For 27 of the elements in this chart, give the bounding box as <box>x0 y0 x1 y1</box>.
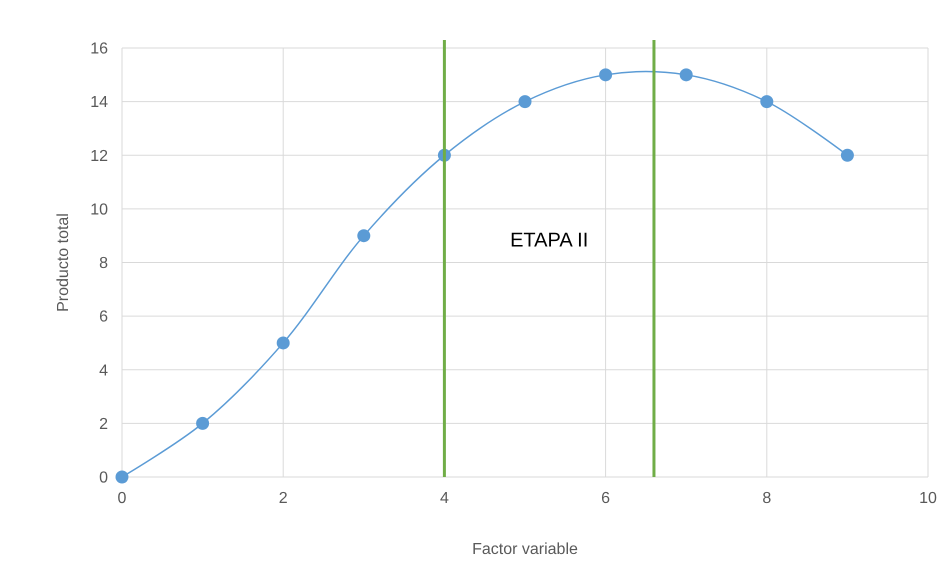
x-tick-label: 8 <box>762 490 772 507</box>
y-axis-title: Producto total <box>55 213 72 312</box>
y-tick-label: 0 <box>99 470 108 487</box>
annotation: ETAPA II <box>510 229 588 252</box>
point <box>116 470 128 484</box>
point <box>196 416 210 430</box>
y-tick-label: 10 <box>90 201 108 218</box>
x-tick-label: 2 <box>278 490 288 507</box>
point <box>276 336 290 350</box>
y-tick-label: 16 <box>90 40 108 58</box>
point <box>840 148 854 162</box>
point <box>357 229 370 242</box>
x-tick-label: 10 <box>919 490 937 507</box>
point <box>680 68 693 82</box>
x-tick-label: 6 <box>601 490 610 507</box>
point <box>760 95 774 108</box>
y-tick-label: 12 <box>90 148 108 165</box>
y-tick-label: 8 <box>99 255 108 272</box>
point <box>599 68 612 82</box>
x-axis-title: Factor variable <box>472 541 578 558</box>
y-tick-label: 14 <box>90 94 108 112</box>
y-tick-label: 4 <box>99 362 108 380</box>
x-tick-label: 4 <box>440 490 449 507</box>
point <box>518 95 532 108</box>
x-tick-label: 0 <box>118 490 127 507</box>
y-tick-label: 6 <box>99 308 108 326</box>
y-tick-label: 2 <box>99 416 108 433</box>
